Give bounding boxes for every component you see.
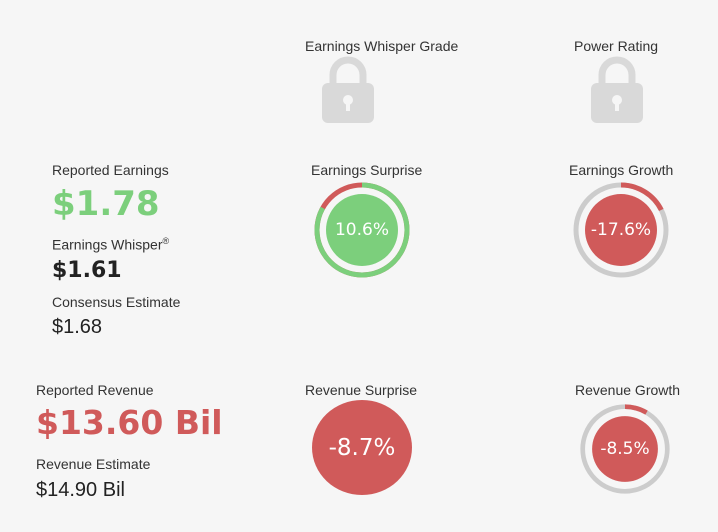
revenue-surprise-label: Revenue Surprise (305, 382, 418, 398)
gauge-arc (580, 404, 670, 494)
reported-earnings-value: $1.78 (52, 184, 160, 224)
consensus-estimate-value: $1.68 (52, 316, 103, 338)
gauge-fill (585, 194, 657, 266)
reported-revenue-value: $13.60 Bil (36, 403, 223, 442)
earnings-growth-value: -17.6% (590, 220, 652, 240)
earnings-whisper-grade-header: Earnings Whisper Grade (305, 38, 459, 54)
earnings-surprise-value: 10.6% (334, 220, 389, 240)
earnings-whisper-value: $1.61 (52, 258, 122, 283)
reported-earnings-label: Reported Earnings (52, 162, 169, 178)
revenue-estimate-label: Revenue Estimate (36, 456, 151, 472)
revenue-growth-value: -8.5% (600, 439, 650, 459)
earnings-surprise-gauge (314, 182, 410, 278)
revenue-surprise-value: -8.7% (312, 400, 412, 495)
gauge-fill (326, 194, 398, 266)
earnings-growth-gauge (573, 182, 669, 278)
earnings-surprise-label: Earnings Surprise (311, 162, 423, 178)
gauge-arc (314, 182, 410, 278)
revenue-estimate-value: $14.90 Bil (36, 479, 125, 501)
gauge-fill (592, 416, 658, 482)
lock-icon (591, 56, 643, 123)
reported-revenue-label: Reported Revenue (36, 382, 154, 398)
earnings-growth-label: Earnings Growth (569, 162, 674, 178)
power-rating-header: Power Rating (574, 38, 659, 54)
revenue-growth-gauge (580, 404, 670, 494)
revenue-growth-label: Revenue Growth (575, 382, 681, 398)
lock-icon (322, 56, 374, 123)
consensus-estimate-label: Consensus Estimate (52, 294, 181, 310)
gauge-arc (573, 182, 669, 278)
earnings-whisper-label: Earnings Whisper® (52, 236, 170, 253)
